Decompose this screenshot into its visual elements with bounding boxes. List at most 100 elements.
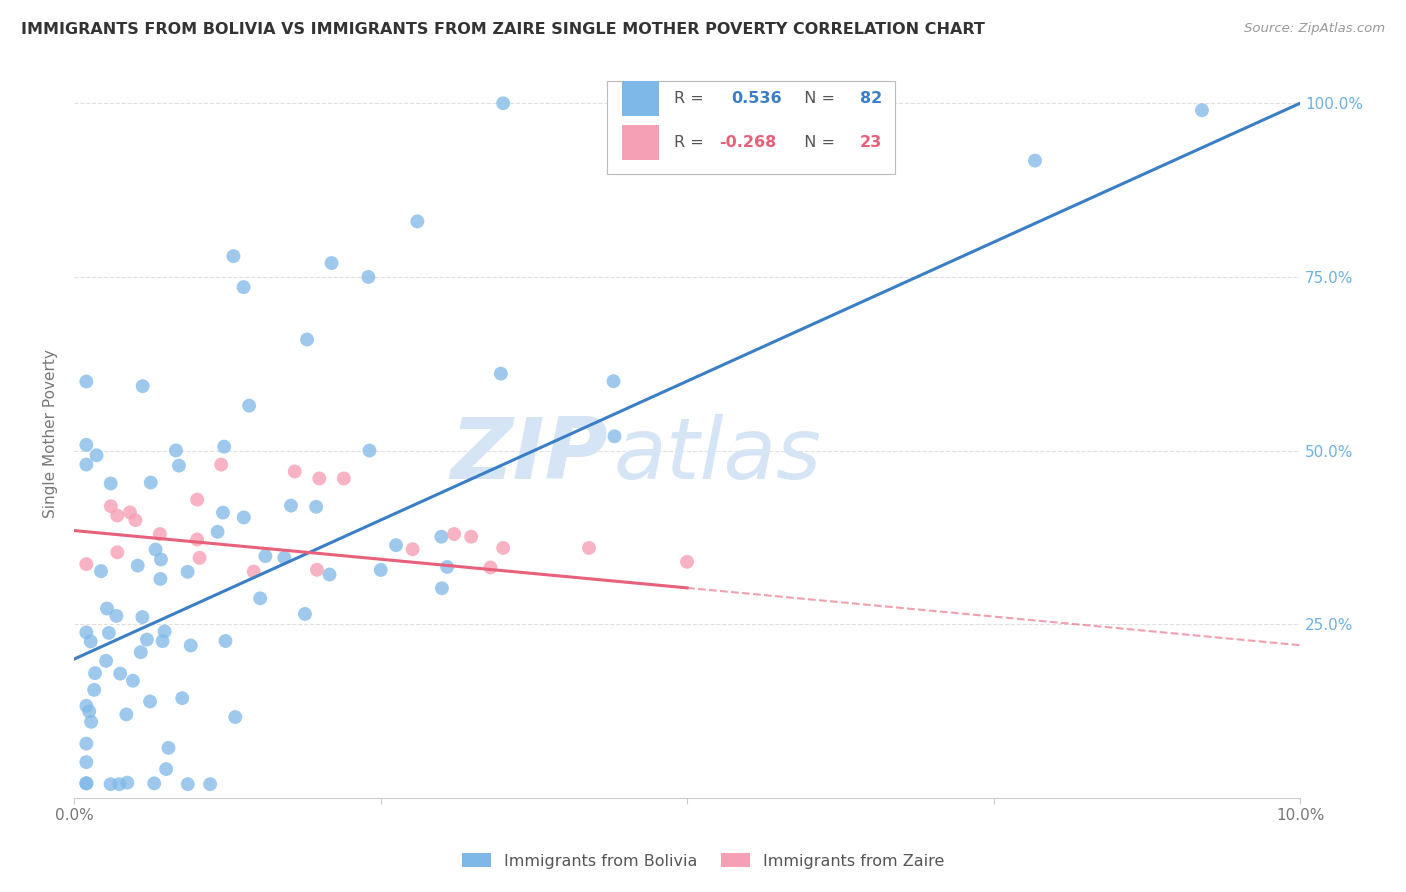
- Point: [105, 608, 128, 623]
- Point: [149, 527, 172, 541]
- Point: [305, 500, 328, 514]
- Text: IMMIGRANTS FROM BOLIVIA VS IMMIGRANTS FROM ZAIRE SINGLE MOTHER POVERTY CORRELATI: IMMIGRANTS FROM BOLIVIA VS IMMIGRANTS FR…: [21, 22, 986, 37]
- Point: [117, 775, 139, 789]
- Point: [97, 626, 120, 640]
- Point: [152, 634, 174, 648]
- Point: [492, 541, 515, 555]
- Point: [460, 530, 482, 544]
- Point: [124, 513, 146, 527]
- Point: [135, 632, 157, 647]
- Point: [145, 542, 167, 557]
- Point: [186, 533, 208, 547]
- Point: [100, 777, 122, 791]
- Point: [232, 280, 254, 294]
- Point: [75, 557, 97, 571]
- Point: [139, 475, 162, 490]
- Point: [249, 591, 271, 606]
- Point: [149, 572, 172, 586]
- Point: [143, 776, 166, 790]
- Point: [207, 524, 229, 539]
- Point: [212, 506, 235, 520]
- Point: [284, 465, 307, 479]
- Point: [305, 563, 328, 577]
- Text: atlas: atlas: [613, 414, 821, 497]
- Point: [188, 550, 211, 565]
- Point: [214, 634, 236, 648]
- Text: R =: R =: [673, 136, 709, 150]
- Point: [177, 777, 200, 791]
- Point: [209, 458, 232, 472]
- FancyBboxPatch shape: [607, 81, 896, 174]
- Point: [489, 367, 512, 381]
- Point: [80, 634, 103, 648]
- Point: [443, 527, 465, 541]
- Point: [1024, 153, 1046, 168]
- Point: [115, 707, 138, 722]
- Point: [80, 714, 103, 729]
- Text: Source: ZipAtlas.com: Source: ZipAtlas.com: [1244, 22, 1385, 36]
- Point: [370, 563, 392, 577]
- Point: [129, 645, 152, 659]
- Point: [308, 471, 330, 485]
- Point: [86, 448, 108, 462]
- Point: [479, 560, 502, 574]
- Point: [157, 740, 180, 755]
- Text: N =: N =: [794, 136, 839, 150]
- Point: [273, 550, 295, 565]
- Point: [94, 654, 117, 668]
- Point: [75, 698, 97, 713]
- Point: [105, 508, 128, 523]
- Point: [578, 541, 600, 555]
- Point: [321, 256, 343, 270]
- Point: [149, 552, 172, 566]
- Point: [132, 379, 155, 393]
- Text: -0.268: -0.268: [718, 136, 776, 150]
- Point: [127, 558, 149, 573]
- Point: [75, 776, 97, 790]
- Point: [118, 505, 141, 519]
- Point: [357, 269, 380, 284]
- Point: [430, 581, 453, 595]
- Point: [75, 737, 97, 751]
- Point: [602, 374, 624, 388]
- Point: [232, 510, 254, 524]
- Text: ZIP: ZIP: [450, 414, 607, 497]
- Point: [359, 443, 381, 458]
- Point: [406, 214, 429, 228]
- Point: [83, 682, 105, 697]
- Point: [212, 440, 235, 454]
- Point: [90, 564, 112, 578]
- Point: [280, 499, 302, 513]
- Point: [155, 762, 177, 776]
- Point: [254, 549, 277, 563]
- Point: [100, 500, 122, 514]
- Point: [172, 691, 194, 706]
- Point: [186, 492, 208, 507]
- Text: N =: N =: [794, 91, 839, 106]
- Point: [436, 560, 458, 574]
- Point: [333, 471, 356, 485]
- Point: [108, 777, 131, 791]
- Point: [75, 755, 97, 769]
- Text: R =: R =: [673, 91, 709, 106]
- Point: [222, 249, 245, 263]
- Point: [75, 375, 97, 389]
- Text: 0.536: 0.536: [731, 91, 782, 106]
- Point: [859, 103, 882, 118]
- Point: [75, 776, 97, 790]
- Point: [165, 443, 187, 458]
- Point: [131, 610, 153, 624]
- Point: [430, 530, 453, 544]
- Y-axis label: Single Mother Poverty: Single Mother Poverty: [44, 349, 58, 517]
- Point: [167, 458, 190, 473]
- Point: [75, 438, 97, 452]
- Point: [242, 565, 264, 579]
- Point: [295, 333, 318, 347]
- Point: [385, 538, 408, 552]
- Legend: Immigrants from Bolivia, Immigrants from Zaire: Immigrants from Bolivia, Immigrants from…: [456, 847, 950, 875]
- Point: [122, 673, 145, 688]
- Text: 82: 82: [860, 91, 882, 106]
- Point: [224, 710, 246, 724]
- Point: [176, 565, 198, 579]
- Point: [153, 624, 176, 639]
